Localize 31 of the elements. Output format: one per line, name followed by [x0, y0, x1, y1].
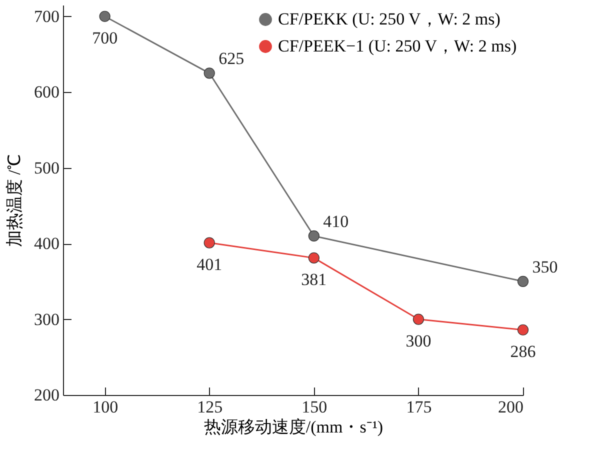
x-tick-label: 200 — [498, 398, 524, 416]
data-label: 286 — [510, 342, 536, 361]
point — [204, 68, 215, 79]
point — [204, 237, 215, 248]
data-label: 401 — [196, 254, 222, 274]
data-label: 350 — [532, 257, 558, 276]
x-axis-title: 热源移动速度/(mm・s⁻¹) — [204, 418, 384, 436]
data-label: 700 — [92, 28, 118, 48]
data-label: 381 — [301, 270, 327, 289]
x-tick-label: 150 — [302, 398, 328, 416]
data-label: 410 — [323, 212, 349, 231]
x-tick-label: 125 — [197, 398, 223, 416]
x-tick-label: 100 — [92, 398, 118, 416]
point — [308, 252, 320, 264]
y-tick-label: 200 — [34, 386, 60, 404]
point — [517, 276, 529, 287]
x-tick-label: 175 — [406, 398, 432, 416]
point — [412, 314, 424, 325]
y-tick-label: 500 — [34, 158, 60, 178]
point — [99, 10, 110, 22]
point — [517, 324, 529, 336]
legend-label: CF/PEKK (U: 250 V，W: 2 ms) — [278, 10, 500, 28]
legend-label: CF/PEEK−1 (U: 250 V，W: 2 ms) — [278, 36, 517, 56]
y-tick-label: 300 — [34, 310, 60, 329]
data-label: 625 — [218, 49, 244, 68]
data-label: 300 — [406, 331, 432, 350]
y-tick-label: 700 — [34, 6, 60, 26]
point — [308, 230, 320, 242]
y-tick-label: 600 — [34, 82, 60, 102]
y-tick-label: 400 — [34, 234, 60, 254]
y-axis-title: 加热温度 /℃ — [5, 154, 24, 247]
